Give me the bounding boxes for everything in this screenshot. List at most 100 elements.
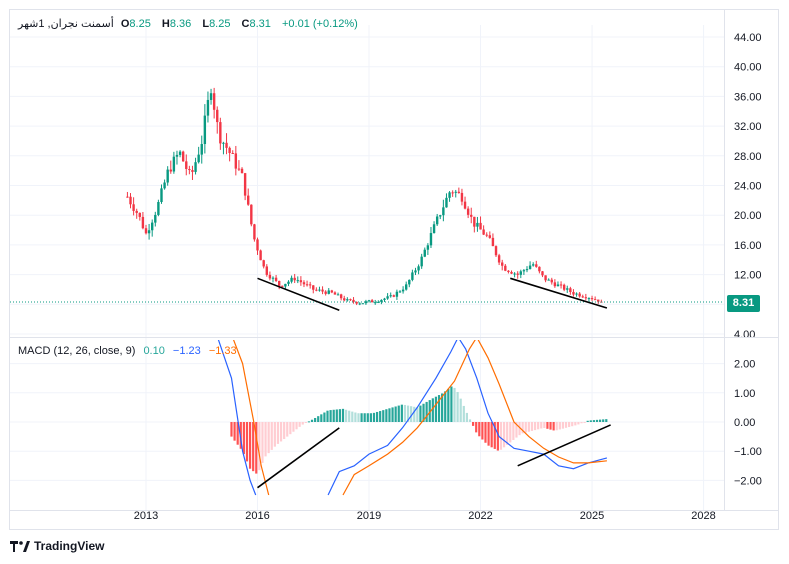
candle-body <box>336 294 340 296</box>
candle-body <box>556 284 560 287</box>
macd-histogram-bar <box>397 405 400 422</box>
candle-body <box>256 239 259 251</box>
candle-body <box>364 301 368 304</box>
macd-histogram-bar <box>434 396 438 422</box>
macd-histogram-bar <box>530 422 534 431</box>
candle-body <box>547 279 550 281</box>
chart-frame[interactable] <box>9 9 779 530</box>
macd-histogram-bar <box>357 413 360 422</box>
price-tick-label: 20.00 <box>734 210 762 222</box>
candle-body <box>284 283 287 287</box>
candle-body <box>581 296 584 298</box>
candle-body <box>200 144 203 155</box>
candle-body <box>457 191 461 193</box>
macd-histogram-bar <box>555 422 558 431</box>
macd-histogram-bar <box>589 420 592 422</box>
candle-body <box>234 153 238 169</box>
macd-histogram-bar <box>571 422 574 427</box>
candle-body <box>247 195 250 205</box>
macd-histogram-bar <box>574 422 577 426</box>
signal-line <box>232 340 270 496</box>
macd-histogram-bar <box>273 422 276 447</box>
macd-histogram-bar <box>450 386 453 422</box>
macd-histogram-bar <box>481 422 484 440</box>
candle-body <box>593 299 597 301</box>
macd-pane[interactable] <box>217 334 611 496</box>
candle-body <box>144 228 148 234</box>
candle-body <box>206 99 210 116</box>
candle-body <box>312 285 315 290</box>
macd-histogram-bar <box>286 422 289 437</box>
macd-histogram-bar <box>583 422 586 423</box>
macd-histogram-bar <box>236 422 239 445</box>
macd-histogram-bar <box>388 408 391 422</box>
macd-tick-label: 1.00 <box>734 388 755 400</box>
candle-body <box>370 300 374 303</box>
time-tick-label: 2025 <box>580 510 604 522</box>
price-trendline <box>257 277 340 311</box>
macd-title[interactable]: MACD (12, 26, close, 9) <box>18 345 136 357</box>
macd-histogram-bar <box>372 412 376 422</box>
candle-body <box>482 229 485 235</box>
candle-body <box>237 168 241 170</box>
macd-histogram-bar <box>295 422 298 430</box>
candle-body <box>355 301 358 304</box>
candle-body <box>302 282 306 285</box>
macd-histogram-bar <box>475 422 478 433</box>
candle-body <box>212 93 216 110</box>
candle-body <box>494 246 498 256</box>
macd-histogram-bar <box>447 388 450 422</box>
candle-body <box>590 298 594 300</box>
macd-line <box>217 340 257 496</box>
candle-body <box>308 284 312 286</box>
candle-body <box>451 192 454 194</box>
signal-line <box>342 340 607 496</box>
candle-body <box>426 245 430 250</box>
candle-body <box>225 142 228 148</box>
candle-body <box>466 208 470 215</box>
candle-body <box>535 264 538 267</box>
candle-body <box>228 147 231 154</box>
macd-histogram-bar <box>301 422 304 425</box>
candle-body <box>327 290 330 294</box>
candle-body <box>175 154 179 157</box>
ohlc-high: H8.36 <box>161 18 192 30</box>
tradingview-logo[interactable]: TradingView <box>10 539 104 553</box>
candle-body <box>343 298 346 301</box>
candle-body <box>408 279 411 285</box>
candle-body <box>544 275 547 281</box>
candle-body <box>293 277 296 281</box>
price-tick-label: 40.00 <box>734 62 762 74</box>
macd-histogram-bar <box>521 422 524 434</box>
candle-body <box>240 168 244 174</box>
candle-body <box>476 222 479 227</box>
candle-body <box>448 192 451 198</box>
price-tick-label: 44.00 <box>734 32 762 44</box>
candle-body <box>488 235 492 238</box>
ohlc-close: C8.31 <box>241 18 271 30</box>
candle-body <box>566 288 569 290</box>
macd-tick-label: −2.00 <box>734 475 762 487</box>
macd-histogram-bar <box>540 422 543 429</box>
candle-body <box>386 296 389 299</box>
macd-histogram-bar <box>471 422 475 426</box>
candle-body <box>222 142 225 144</box>
symbol-title[interactable]: أسمنت نجران, 1شهر <box>18 18 114 30</box>
macd-histogram-bar <box>595 419 599 422</box>
macd-histogram-bar <box>369 413 372 422</box>
candle-body <box>333 292 337 295</box>
macd-histogram-bar <box>558 422 561 430</box>
candle-body <box>531 264 535 266</box>
macd-histogram-bar <box>255 422 258 474</box>
price-pane[interactable] <box>10 87 724 311</box>
candle-body <box>414 270 417 273</box>
macd-histogram-bar <box>502 422 506 448</box>
candle-body <box>169 169 172 172</box>
macd-histogram-bar <box>577 422 580 425</box>
macd-histogram-bar <box>382 410 385 422</box>
macd-histogram-bar <box>400 404 403 422</box>
macd-histogram-bar <box>406 405 410 422</box>
candle-body <box>401 289 405 292</box>
macd-histogram-bar <box>394 406 397 422</box>
